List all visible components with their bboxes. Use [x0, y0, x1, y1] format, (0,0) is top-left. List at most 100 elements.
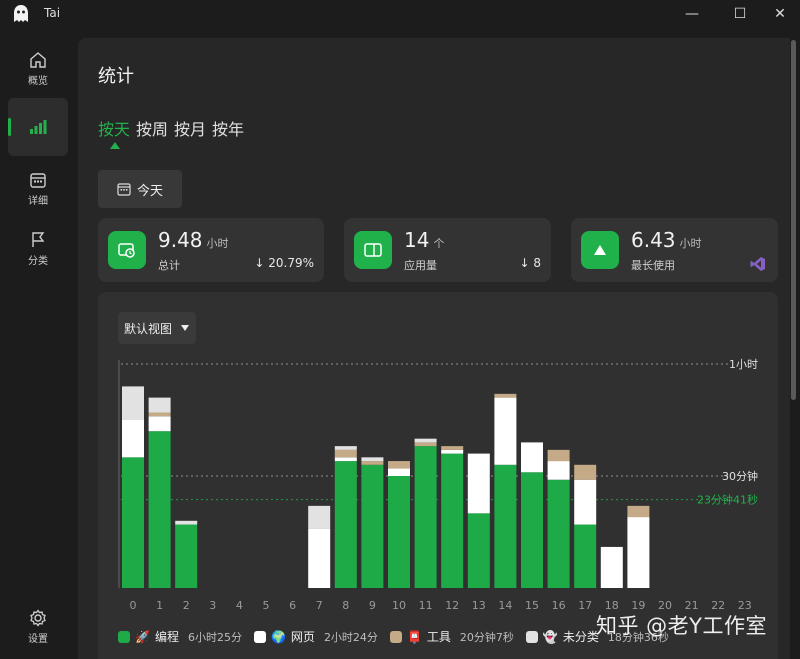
x-tick-label: 15 [525, 599, 539, 612]
total-time-change: ↓ 20.79% [254, 256, 314, 270]
reference-line-label: 23分钟41秒 [697, 493, 758, 507]
bar-segment [308, 528, 331, 588]
bar-segment [414, 442, 437, 447]
bar-segment [308, 505, 331, 529]
sidebar-item-label: 设置 [28, 634, 48, 645]
app-window-icon [354, 231, 392, 269]
legend-time: 18分钟36秒 [607, 630, 669, 644]
longest-use-value: 6.43 [631, 228, 676, 252]
minimize-button[interactable]: — [685, 6, 699, 22]
legend-item-uncategorized[interactable]: 👻 未分类 18分钟36秒 [525, 628, 669, 645]
legend-swatch [118, 630, 130, 643]
bar-segment [494, 397, 517, 465]
scrollbar[interactable] [791, 40, 796, 400]
maximize-button[interactable]: ☐ [733, 6, 747, 22]
sidebar-item-settings[interactable]: 设置 [8, 598, 68, 656]
bar-segment [574, 464, 597, 480]
total-time-card: 9.48 小时 总计 ↓ 20.79% [98, 218, 324, 282]
bar-segment [627, 517, 650, 588]
x-tick-label: 2 [183, 599, 190, 612]
legend-item-web[interactable]: 🌍 网页 2小时24分 [253, 628, 378, 645]
tab-by-week[interactable]: 按周 [136, 120, 169, 139]
flag-icon [32, 232, 45, 247]
legend-item-tools[interactable]: 📮 工具 20分钟7秒 [389, 628, 514, 645]
x-tick-label: 5 [263, 599, 270, 612]
x-tick-label: 20 [658, 599, 672, 612]
total-time-label: 总计 [158, 259, 180, 272]
legend-label: 网页 [290, 630, 315, 644]
bar-segment [361, 457, 384, 462]
rocket-icon: 🚀 [135, 629, 150, 644]
view-select[interactable]: 默认视图 [118, 312, 196, 344]
legend-time: 20分钟7秒 [459, 630, 514, 644]
ghost-icon: 👻 [542, 629, 558, 644]
legend-time: 2小时24分 [323, 630, 378, 644]
app-count-label: 应用量 [404, 259, 437, 272]
bar-segment [574, 524, 597, 588]
bar-segment [361, 461, 384, 465]
chart-panel: 1小时 30分钟 23分钟41秒 0 1 2 3 4 5 6 7 8 9 10 11 12 13 14 15 16 17… [98, 292, 778, 659]
bar-segment [414, 446, 437, 588]
caret-down-icon [181, 325, 190, 331]
x-tick-label: 21 [685, 599, 699, 612]
bar-segment [175, 520, 198, 525]
legend-time: 6小时25分 [187, 630, 242, 644]
bar-segment [627, 505, 650, 518]
view-select-value: 默认视图 [124, 321, 173, 336]
x-tick-label: 8 [342, 599, 349, 612]
bar-segment [334, 457, 357, 462]
calendar-icon [30, 173, 46, 188]
mailbox-icon: 📮 [406, 629, 422, 644]
bar-segment [574, 479, 597, 525]
sidebar-item-categories[interactable]: 分类 [8, 220, 68, 278]
bar-segment [467, 453, 490, 514]
x-tick-label: 6 [289, 599, 296, 612]
home-icon [30, 52, 46, 68]
reference-line-label: 30分钟 [722, 469, 758, 483]
bar-segment [441, 449, 464, 454]
bar-segment [175, 524, 198, 588]
title-bar: Tai — ☐ ✕ [0, 0, 800, 28]
today-button[interactable]: 今天 [98, 170, 182, 208]
sidebar-item-stats[interactable] [8, 98, 68, 156]
bar-segment [122, 386, 144, 420]
bar-segment [148, 412, 171, 417]
close-button[interactable]: ✕ [774, 6, 786, 22]
active-tab-indicator [110, 142, 120, 149]
x-tick-label: 0 [130, 599, 137, 612]
sidebar: 概览 详细 分类 设置 [0, 28, 76, 659]
x-tick-label: 3 [209, 599, 216, 612]
up-triangle-icon [581, 231, 619, 269]
bar-segment [148, 431, 171, 588]
total-time-unit: 小时 [206, 237, 229, 250]
sidebar-item-overview[interactable]: 概览 [8, 40, 68, 98]
bar-segment [494, 464, 517, 588]
x-tick-label: 16 [552, 599, 566, 612]
x-tick-label: 17 [578, 599, 592, 612]
legend-label: 工具 [426, 630, 451, 644]
gear-icon [30, 609, 46, 627]
tab-by-day[interactable]: 按天 [98, 120, 131, 139]
reference-line-label: 1小时 [729, 358, 758, 371]
bar-segment [148, 397, 171, 413]
bar-segment [467, 513, 490, 588]
total-time-value: 9.48 [158, 228, 203, 252]
stats-bars-icon [30, 120, 47, 134]
legend-label: 未分类 [562, 630, 599, 644]
x-tick-label: 12 [445, 599, 459, 612]
bar-segment [441, 446, 464, 450]
x-tick-label: 14 [498, 599, 512, 612]
bar-segment [334, 449, 357, 458]
bar-segment [600, 546, 623, 588]
x-tick-label: 11 [419, 599, 433, 612]
bar-segment [122, 420, 144, 458]
sidebar-item-details[interactable]: 详细 [8, 160, 68, 218]
clock-icon [108, 231, 146, 269]
legend-item-coding[interactable]: 🚀 编程 6小时25分 [118, 628, 242, 645]
tab-by-year[interactable]: 按年 [212, 120, 245, 139]
x-tick-label: 13 [472, 599, 486, 612]
x-tick-label: 10 [392, 599, 406, 612]
legend-swatch [253, 630, 266, 643]
tab-by-month[interactable]: 按月 [174, 120, 207, 139]
